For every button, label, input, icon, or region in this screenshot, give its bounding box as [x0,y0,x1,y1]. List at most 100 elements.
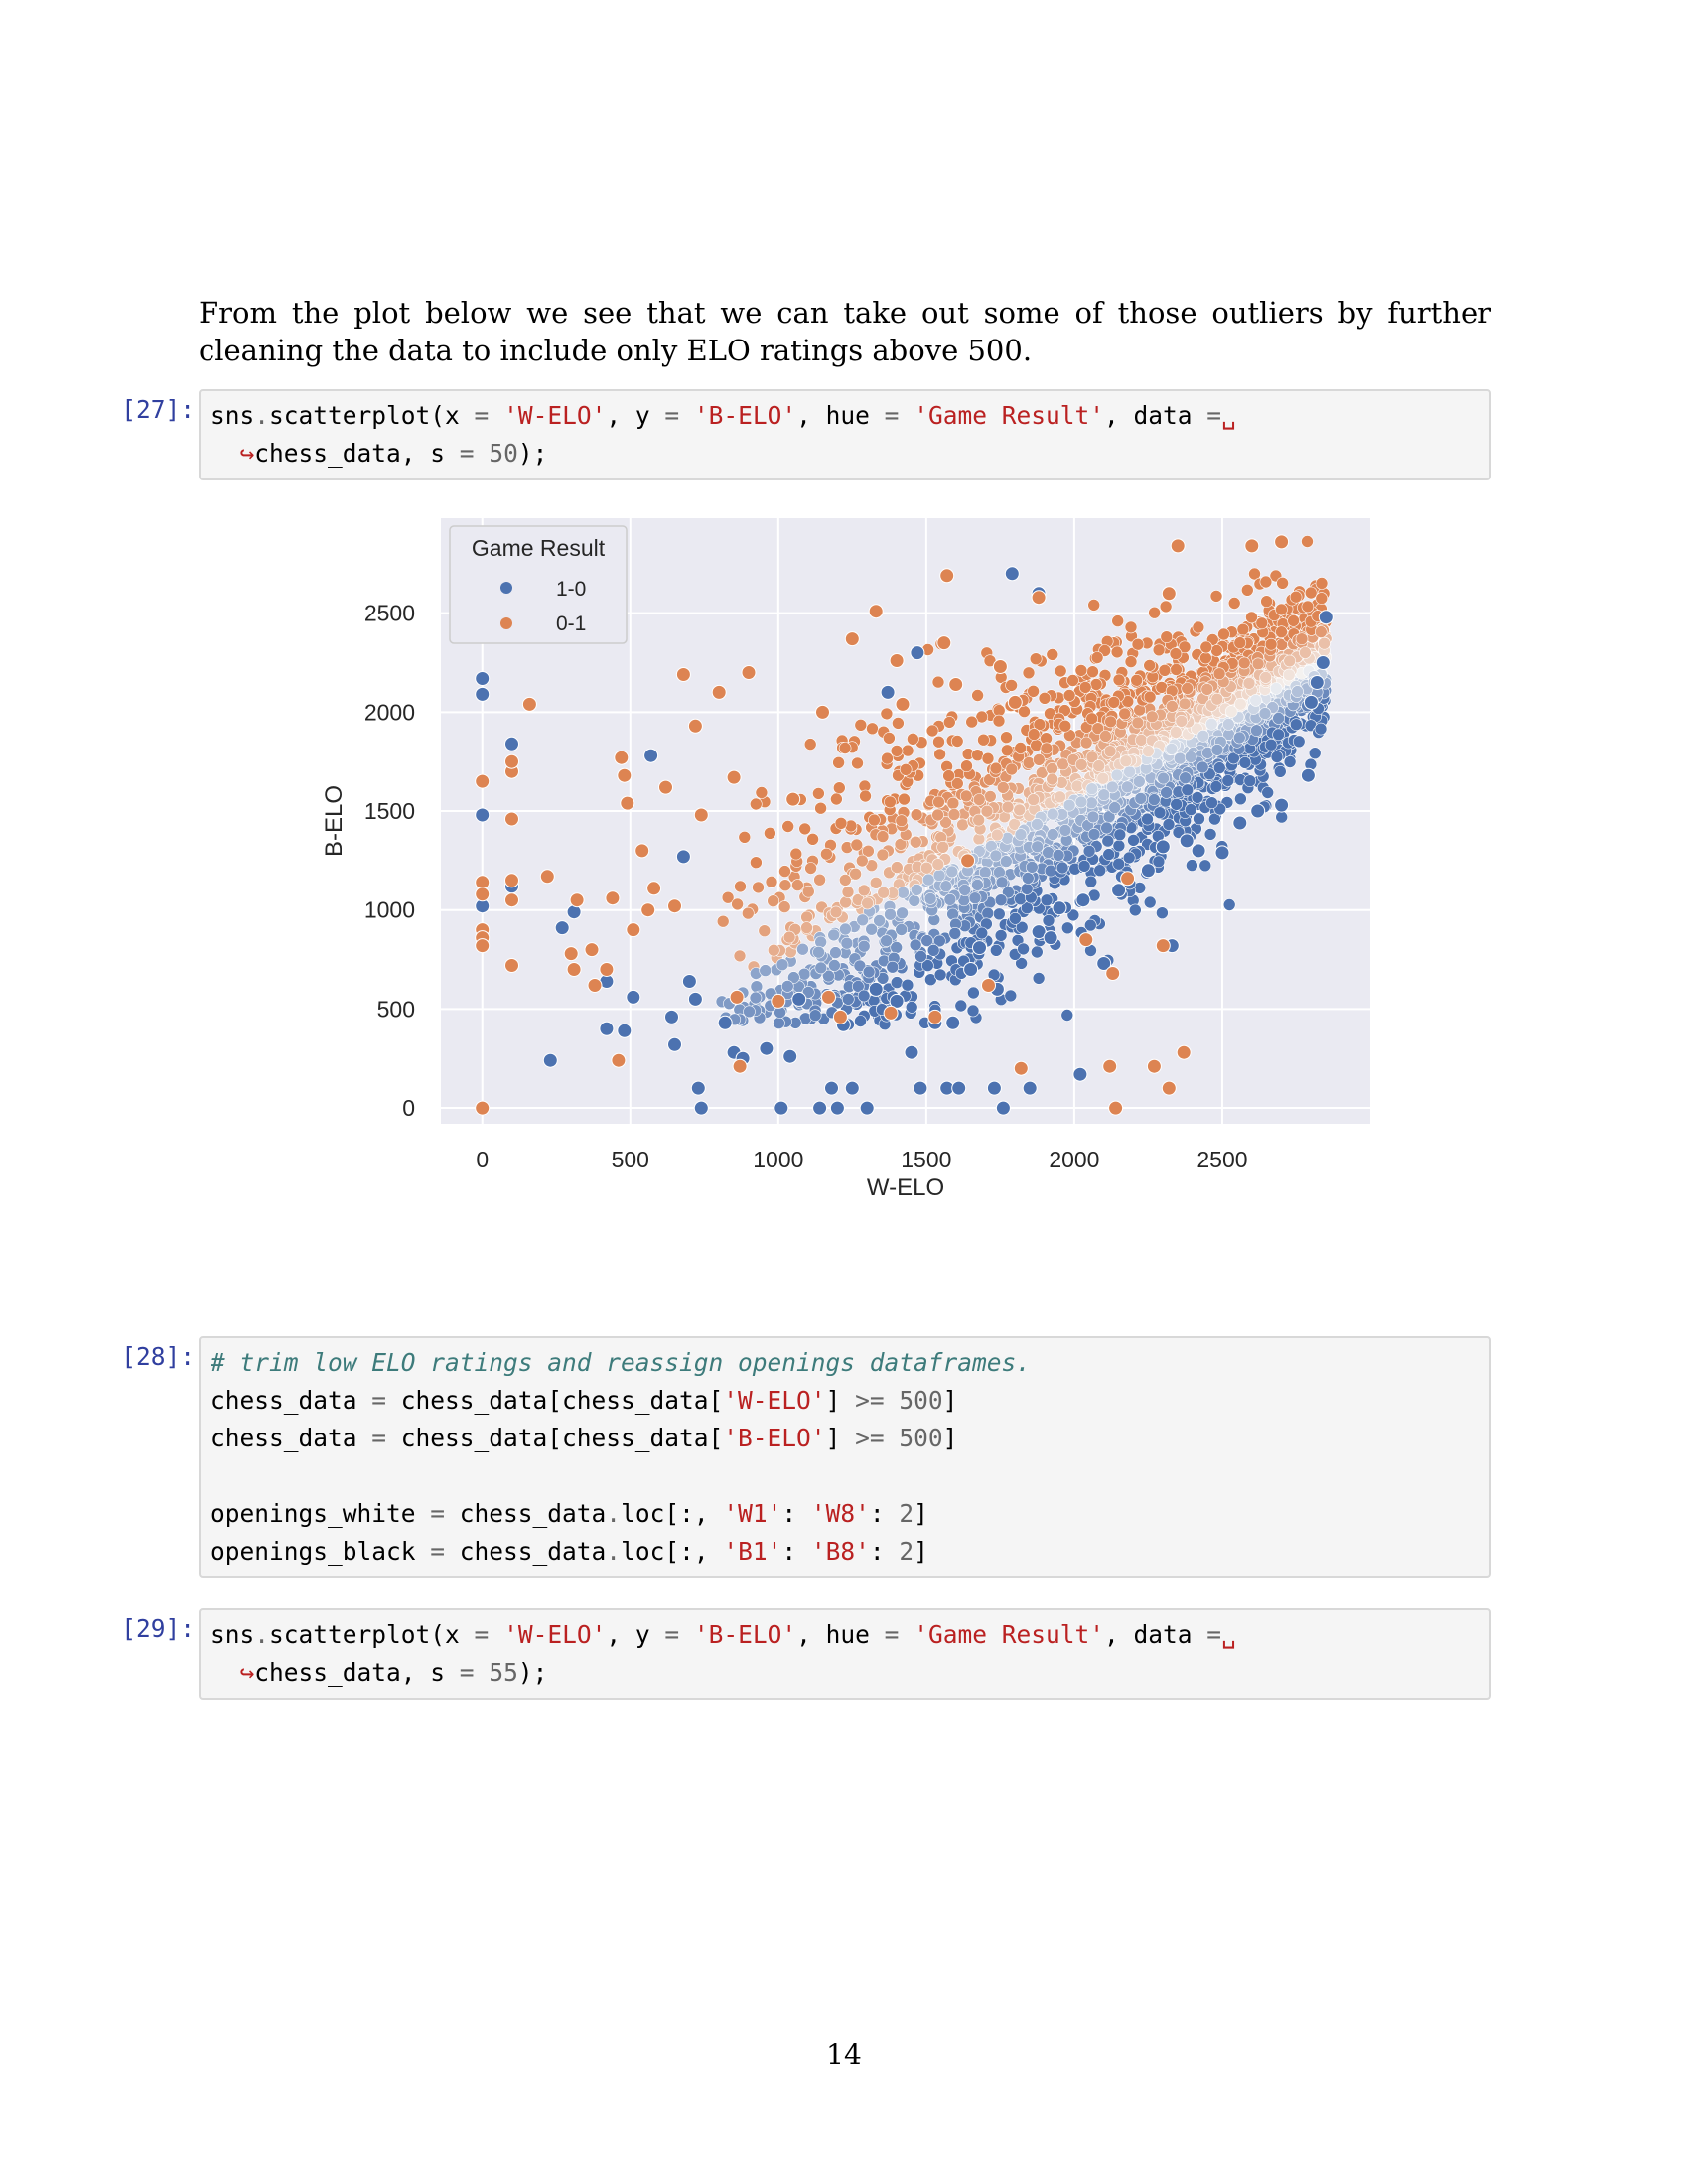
cloud-point [857,939,871,953]
cloud-point [1315,577,1329,590]
scatter-plot-figure: 0 500 1000 1500 2000 2500 0 500 1000 1500 2000 250… [308,508,1380,1223]
cloud-point [1315,592,1329,605]
code-cell-27[interactable]: sns.scatterplot(x = 'W-ELO', y = 'B-ELO'… [199,389,1491,480]
cloud-point [1275,810,1289,824]
point-0-1 [1102,1058,1118,1074]
cloud-point [1169,647,1183,660]
code-blank-line [211,1457,1479,1495]
cloud-point [1208,812,1221,826]
cloud-point [1040,893,1054,907]
cloud-point [856,913,870,927]
cloud-point [781,820,795,833]
point-1-0 [1096,956,1112,971]
cloud-point [1212,667,1226,680]
code-line: ↪chess_data, s = 50); [239,439,548,468]
cloud-point [907,733,919,746]
cloud-point [1292,735,1306,749]
cloud-point [1013,803,1027,817]
cloud-point [943,892,957,906]
cloud-point [759,964,773,977]
cloud-point [841,886,855,898]
cloud-point [1234,792,1247,806]
point-0-1 [1105,966,1121,981]
cloud-point [1054,790,1066,804]
cloud-point [752,881,765,894]
cloud-point [822,969,835,983]
cloud-point [1260,595,1273,608]
point-1-0 [599,1021,615,1036]
cloud-point [1142,745,1155,757]
code-cell-28[interactable]: # trim low ELO ratings and reassign open… [199,1336,1491,1578]
x-tick-label: 1500 [901,1147,951,1172]
cloud-point [1083,918,1097,932]
cloud-point [947,808,961,821]
y-tick-label: 2500 [364,601,415,626]
cloud-point [750,856,763,870]
point-0-1 [1155,938,1171,954]
code-cell-29[interactable]: sns.scatterplot(x = 'W-ELO', y = 'B-ELO'… [199,1608,1491,1700]
point-0-1 [821,989,836,1005]
cloud-point [883,732,896,745]
cloud-point [1259,575,1273,589]
cloud-point [1186,859,1198,872]
cloud-point [841,993,855,1006]
cloud-point [1209,590,1223,603]
cloud-point [869,876,883,889]
cloud-point [755,786,769,799]
cloud-point [873,914,886,927]
cloud-point [734,880,747,893]
cloud-point [896,906,909,920]
line-continuation-space-icon: ␣ [1221,401,1236,430]
cloud-point [851,756,864,770]
point-1-0 [687,991,703,1007]
cloud-point [968,891,982,905]
point-1-0 [1250,803,1266,819]
point-1-0 [812,1100,828,1116]
cloud-point [954,999,968,1013]
point-0-1 [504,811,519,827]
point-0-1 [504,873,519,888]
cloud-point [1193,812,1205,826]
point-1-0 [475,671,491,686]
cloud-point [1089,678,1103,691]
cell-prompt-29: [29]: [121,1614,195,1643]
cloud-point [1097,788,1111,802]
cloud-point [980,804,994,818]
point-0-1 [936,635,952,651]
cloud-point [1032,972,1046,985]
point-1-0 [1191,843,1206,859]
cloud-point [862,844,875,858]
cloud-point [1046,807,1059,821]
cloud-point [849,867,862,881]
cloud-point [1101,834,1115,848]
cloud-point [1124,655,1138,668]
cloud-point [1143,659,1157,672]
cloud-point [1042,914,1055,927]
cloud-point [749,991,763,1005]
page-number: 14 [826,2038,862,2071]
point-1-0 [759,1040,774,1056]
point-1-0 [690,1080,706,1096]
cloud-point [1178,697,1192,711]
cloud-point [1015,920,1029,934]
point-0-1 [687,718,703,734]
cloud-point [1027,685,1040,698]
point-0-1 [617,767,633,783]
cloud-point [1085,712,1099,726]
x-tick-label: 0 [476,1147,489,1172]
point-0-1 [626,922,641,938]
point-1-0 [791,991,807,1007]
point-0-1 [634,843,650,859]
cloud-point [983,790,997,803]
point-1-0 [542,1052,558,1068]
point-0-1 [732,1058,748,1074]
y-tick-label: 1500 [364,798,415,824]
cloud-point [832,781,846,795]
cloud-point [1169,726,1183,739]
cloud-point [1147,793,1161,806]
cloud-point [1199,640,1213,654]
cloud-point [854,719,868,732]
cloud-point [1123,765,1136,778]
legend: Game Result 1-0 0-1 [449,525,628,644]
cloud-point [854,1015,867,1027]
